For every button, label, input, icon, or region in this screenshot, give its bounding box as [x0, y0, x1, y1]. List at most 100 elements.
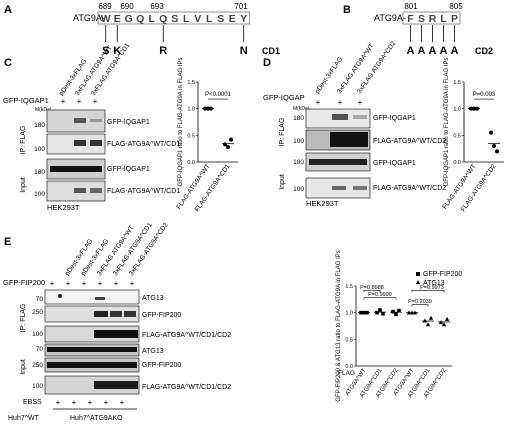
mw-marker: 250 — [32, 309, 43, 316]
ip-label: IP: FLAG — [20, 126, 27, 155]
panel-c: C pDest-3xFLAG 3xFLAG ATG9A^WT 3xFLAG AT… — [3, 42, 238, 213]
mw-label: M(kDa) — [35, 107, 52, 113]
y-tick-label: 0.0 — [453, 160, 461, 166]
blot-band — [94, 381, 138, 389]
sequence-box — [402, 11, 461, 25]
residue-char: L — [183, 13, 190, 25]
seq-prefix-a: ATG9A- — [73, 13, 105, 23]
ip-label: IP: FLAG — [20, 304, 27, 333]
residue-char: E — [229, 13, 236, 25]
data-point — [397, 308, 401, 313]
p-value-label: P=0.9973 — [420, 285, 444, 291]
mutant-name-a: CD1 — [262, 46, 280, 56]
band-label: GFP-IQGAP1 — [107, 166, 150, 173]
mw-marker: 100 — [34, 146, 45, 153]
blot-band — [74, 140, 86, 146]
data-point — [394, 312, 398, 317]
blot-band — [90, 140, 102, 146]
data-point — [412, 310, 418, 315]
mutant-residue: A — [429, 45, 437, 57]
data-point — [229, 137, 233, 142]
y-tick-label: 1.5 — [187, 80, 195, 86]
plus-mark: + — [66, 279, 71, 288]
mutant-residue: A — [440, 45, 448, 57]
y-tick-label: 1.5 — [345, 284, 353, 290]
mutant-residue: A — [418, 45, 426, 57]
gfp-row-label: GFP-IQGAP — [263, 93, 305, 102]
legend-label: ATG13 — [423, 280, 445, 287]
data-point — [428, 315, 434, 320]
plus-mark: + — [120, 398, 125, 407]
mw-marker: 70 — [36, 296, 44, 303]
residue-number: 690 — [120, 2, 134, 11]
y-tick-label: 0.0 — [187, 160, 195, 166]
mutant-residue: A — [407, 45, 415, 57]
residue-char: G — [125, 13, 133, 25]
band-label: FLAG-ATG9A^WT/CD2 — [373, 185, 446, 192]
data-point — [422, 318, 428, 323]
residue-number: 689 — [98, 2, 112, 11]
cell-line-label: Huh7^ATG9AKO — [70, 415, 123, 422]
legend-marker — [415, 280, 421, 284]
data-point — [475, 106, 479, 111]
band-label: GFP-FIP200 — [142, 312, 181, 319]
plus-mark: + — [104, 398, 109, 407]
p-value-label: P=0.8988 — [360, 285, 384, 291]
mw-marker: 100 — [32, 331, 43, 338]
data-point — [495, 149, 499, 154]
mw-marker: 100 — [293, 186, 304, 193]
data-point — [409, 310, 415, 315]
data-point — [378, 308, 382, 312]
data-point — [438, 320, 444, 325]
panel-e: E pDest-3xFLAG pDest-3xFLAG 3xFLAG ATG9A… — [3, 221, 462, 422]
band-label: GFP-FIP200 — [142, 362, 181, 369]
mw-marker: 180 — [293, 115, 304, 122]
mw-marker: 70 — [36, 346, 44, 353]
band-label: FLAG-ATG9A^WT/CD1/CD2 — [142, 332, 231, 339]
data-point — [362, 310, 366, 315]
mw-marker: 100 — [293, 138, 304, 145]
mutant-residue: R — [159, 45, 167, 57]
mw-marker: 250 — [32, 362, 43, 369]
blot-strip — [44, 289, 140, 305]
blot-band — [124, 311, 136, 317]
blot-band — [90, 188, 102, 193]
gfp-row-label: GFP-FIP200 — [3, 278, 45, 287]
plus-mark: + — [50, 279, 55, 288]
residue-char: S — [171, 13, 178, 25]
data-point — [441, 322, 447, 327]
plus-mark: + — [72, 398, 77, 407]
lane-label: 3xFLAG ATG9A^CD2 — [356, 40, 398, 95]
mw-marker: 180 — [34, 122, 45, 129]
plus-mark: + — [114, 279, 119, 288]
p-value-label: P=0.2039 — [408, 299, 432, 305]
blot-spot — [58, 294, 62, 298]
y-axis-label: GFP-FIP200 & ATG13 ratio to FLAG-ATG9A i… — [336, 250, 342, 402]
residue-char: R — [429, 13, 437, 25]
residue-char: Y — [240, 13, 247, 25]
sequence-box — [97, 11, 250, 25]
blot-band — [309, 159, 367, 165]
panel-letter-a: A — [4, 4, 12, 16]
plus-mark: + — [61, 97, 66, 106]
legend-marker — [416, 272, 420, 276]
blot-band — [353, 115, 367, 119]
blot-strip — [44, 305, 140, 323]
residue-char: F — [407, 13, 414, 25]
data-point — [469, 106, 473, 111]
residue-char: L — [206, 13, 213, 25]
significance-bracket — [363, 297, 397, 300]
significance-bracket — [411, 289, 445, 293]
blot-strip — [44, 375, 140, 395]
plus-mark: + — [77, 97, 82, 106]
blot-band — [332, 186, 346, 190]
residue-char: E — [114, 13, 121, 25]
blot-band — [47, 347, 137, 352]
mw-marker: 100 — [34, 191, 45, 198]
